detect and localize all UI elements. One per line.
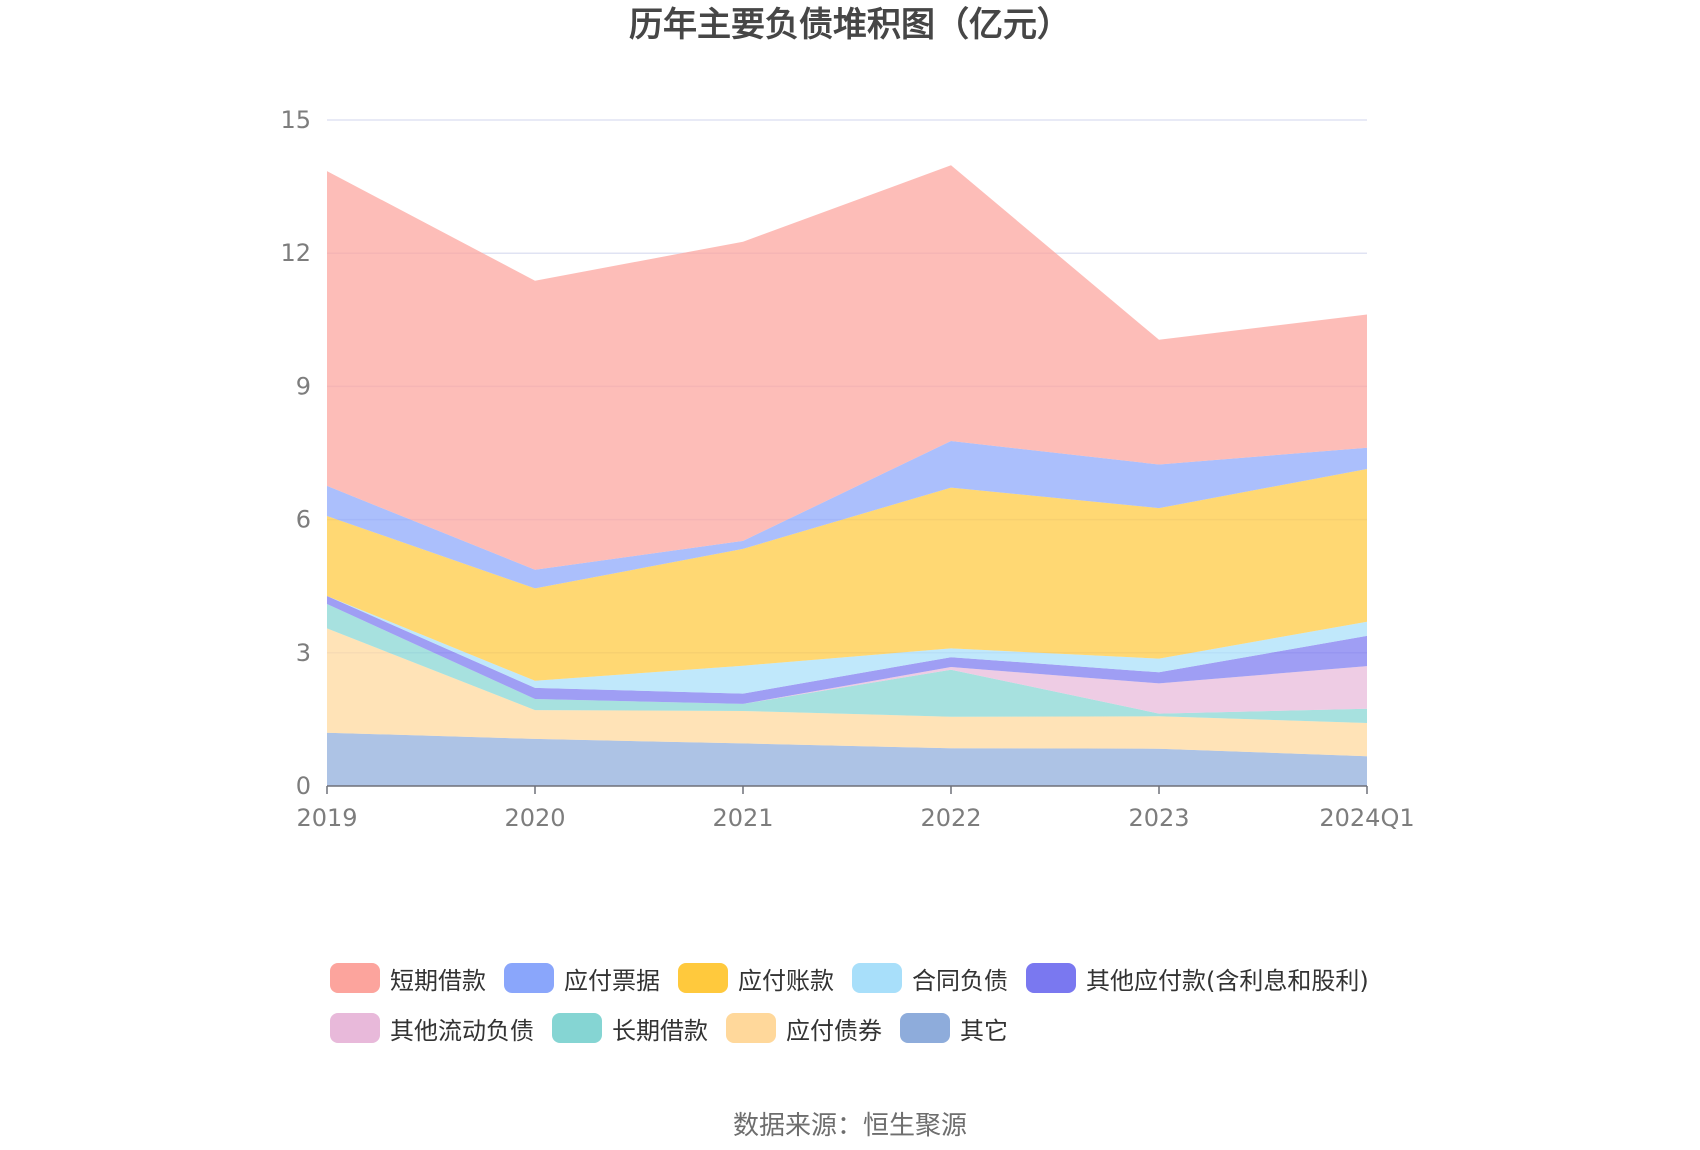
legend-label: 其它 — [960, 1016, 1008, 1045]
area-series — [327, 165, 1367, 786]
y-tick-label: 15 — [280, 106, 311, 134]
legend-swatch — [726, 1013, 776, 1043]
legend-item[interactable]: 其他流动负债 — [330, 1011, 534, 1046]
y-tick-label: 6 — [296, 506, 311, 534]
y-tick-label: 0 — [296, 772, 311, 800]
legend-label: 其他流动负债 — [390, 1016, 534, 1045]
x-axis — [326, 785, 1368, 794]
legend-label: 应付票据 — [564, 966, 660, 995]
legend-swatch — [678, 963, 728, 993]
legend-swatch — [1026, 963, 1076, 993]
y-axis-ticks: 0 3 6 9 12 15 — [280, 106, 311, 800]
legend-label: 合同负债 — [912, 966, 1008, 995]
legend-item[interactable]: 其它 — [900, 1011, 1008, 1046]
legend-label: 其他应付款(含利息和股利) — [1086, 966, 1369, 995]
y-tick-label: 9 — [296, 372, 311, 400]
legend-swatch — [900, 1013, 950, 1043]
x-tick-label: 2021 — [712, 804, 773, 832]
legend-item[interactable]: 长期借款 — [552, 1011, 708, 1046]
area-series-3 — [327, 604, 1367, 714]
x-tick-label: 2023 — [1128, 804, 1189, 832]
legend-item[interactable]: 应付债券 — [726, 1011, 882, 1046]
legend-label: 应付债券 — [786, 1016, 882, 1045]
legend-label: 短期借款 — [390, 966, 486, 995]
legend-swatch — [330, 1013, 380, 1043]
x-tick-label: 2022 — [920, 804, 981, 832]
legend: 短期借款 应付票据 应付账款 合同负债 其他应付款(含利息和股利) 其他流动负债 长期借款 应… — [330, 953, 1450, 1053]
legend-swatch — [504, 963, 554, 993]
legend-row: 其他流动负债 长期借款 应付债券 其它 — [330, 1003, 1450, 1053]
x-tick-label: 2020 — [504, 804, 565, 832]
legend-swatch — [552, 1013, 602, 1043]
area-series-2 — [327, 604, 1367, 723]
legend-item[interactable]: 合同负债 — [852, 961, 1008, 996]
legend-row: 短期借款 应付票据 应付账款 合同负债 其他应付款(含利息和股利) — [330, 953, 1450, 1003]
legend-item[interactable]: 应付票据 — [504, 961, 660, 996]
data-source: 数据来源：恒生聚源 — [732, 1111, 967, 1141]
legend-swatch — [330, 963, 380, 993]
legend-label: 长期借款 — [612, 1016, 708, 1045]
legend-item[interactable]: 其他应付款(含利息和股利) — [1026, 961, 1369, 996]
legend-swatch — [852, 963, 902, 993]
legend-item[interactable]: 短期借款 — [330, 961, 486, 996]
x-tick-label: 2019 — [296, 804, 357, 832]
area-series-5 — [327, 596, 1367, 694]
chart-title: 历年主要负债堆积图（亿元） — [629, 5, 1071, 45]
area-series-6 — [327, 469, 1367, 681]
y-tick-label: 12 — [280, 239, 311, 267]
area-series-4 — [327, 596, 1367, 704]
area-series-1 — [327, 628, 1367, 757]
x-tick-label: 2024Q1 — [1319, 804, 1414, 832]
x-axis-ticks: 2019 2020 2021 2022 2023 2024Q1 — [296, 804, 1414, 832]
legend-item[interactable]: 应付账款 — [678, 961, 834, 996]
legend-label: 应付账款 — [738, 966, 834, 995]
y-tick-label: 3 — [296, 639, 311, 667]
area-series-8 — [327, 165, 1367, 570]
area-series-7 — [327, 441, 1367, 589]
area-series-0 — [327, 732, 1367, 786]
